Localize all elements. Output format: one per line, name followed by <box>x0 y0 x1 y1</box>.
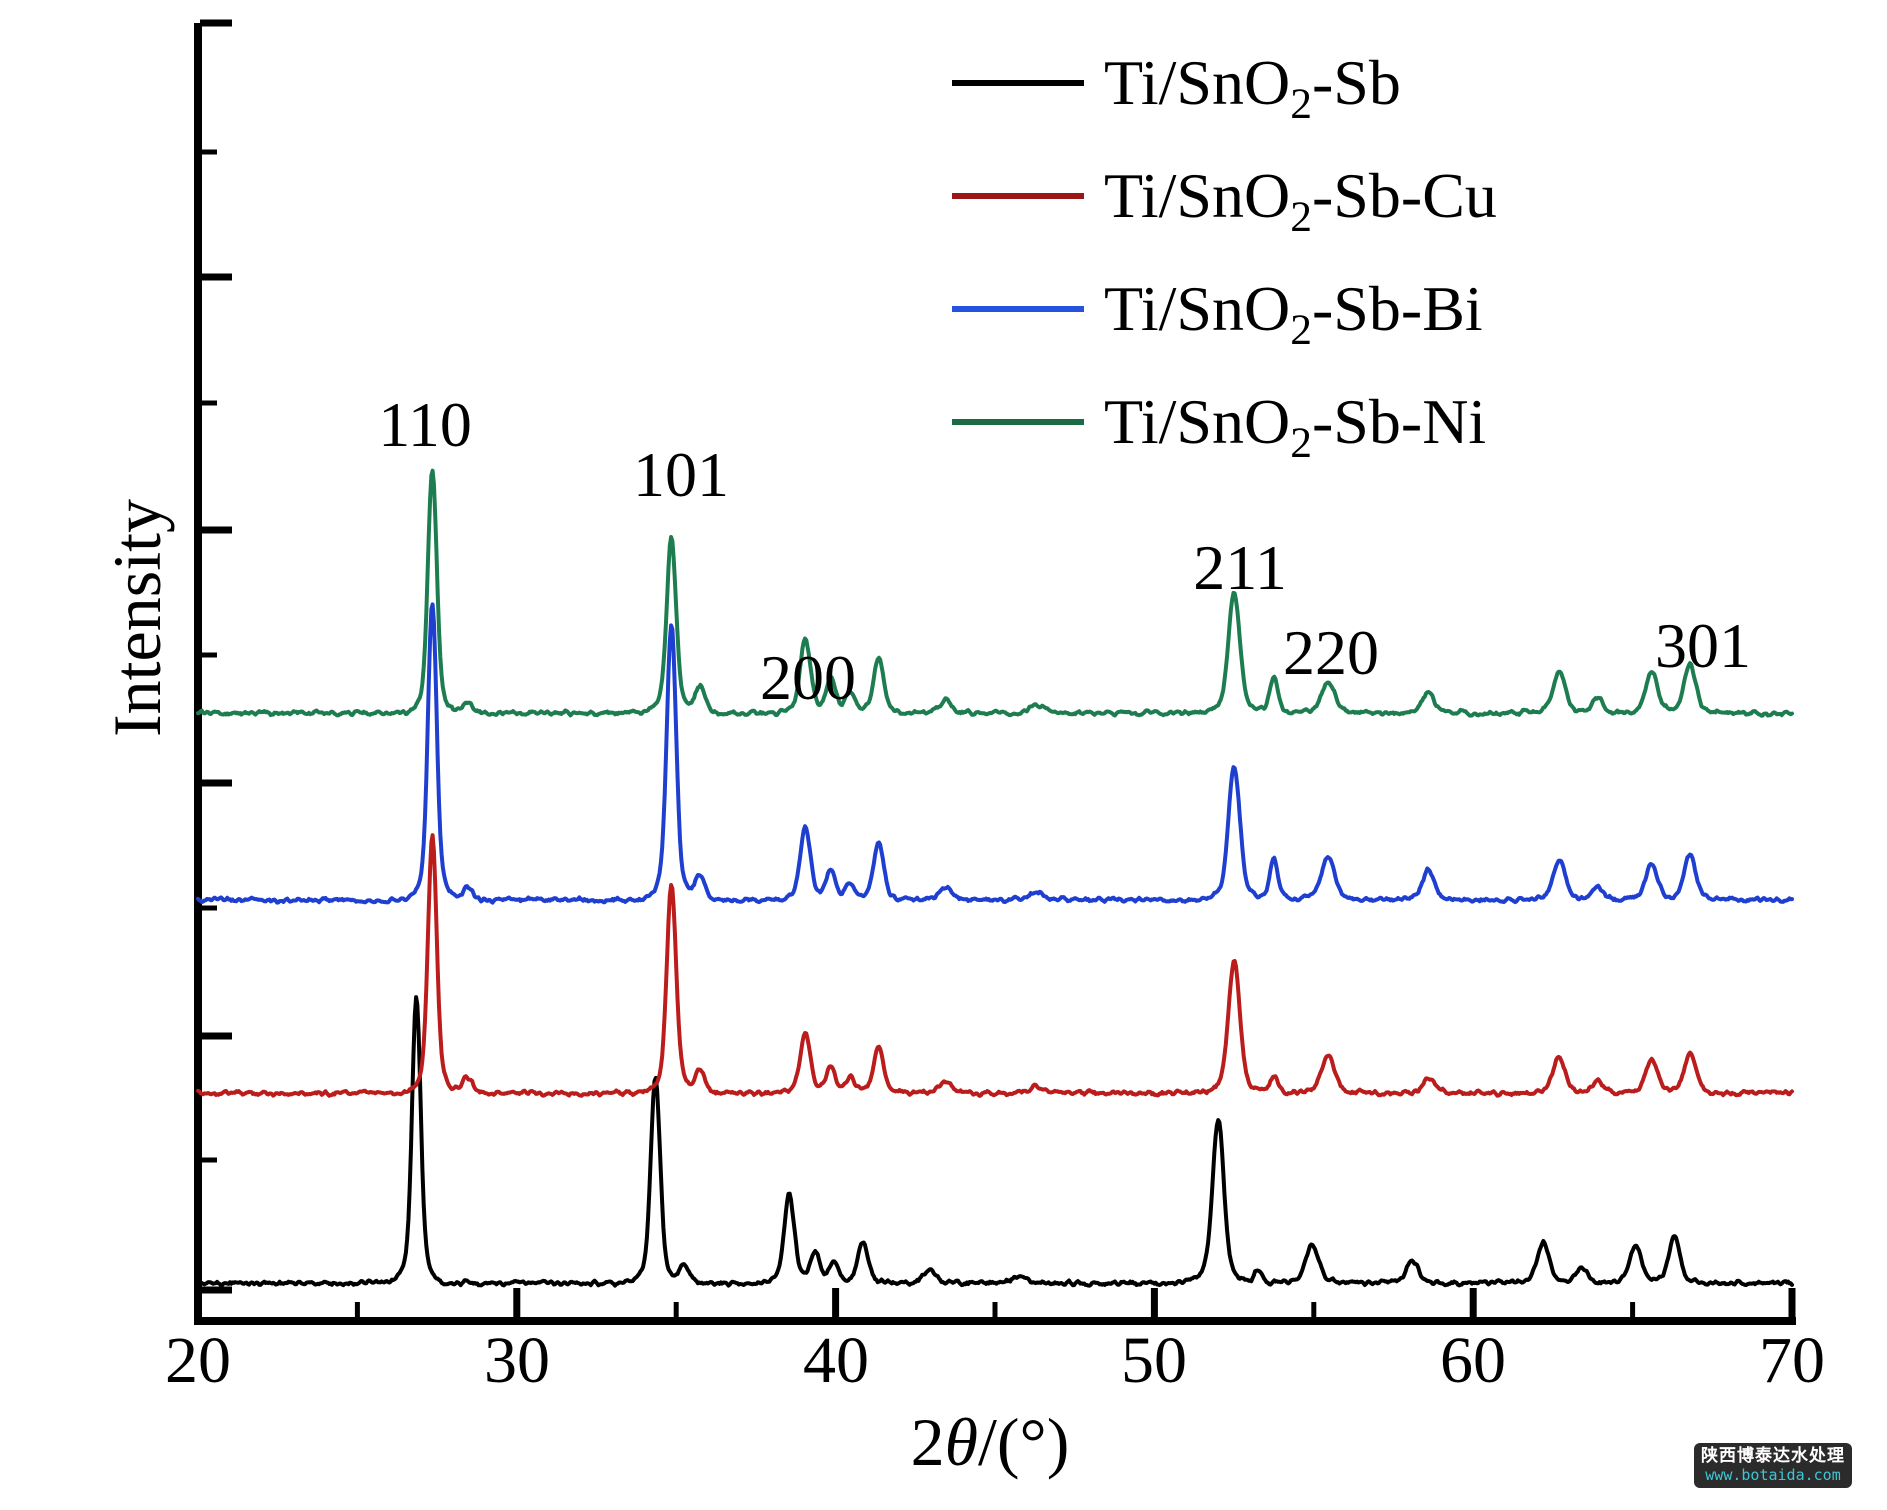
axes <box>194 19 1796 1325</box>
legend-label: Ti/SnO2-Sb <box>1104 46 1401 128</box>
x-tick-label-40: 40 <box>803 1324 869 1397</box>
x-tick-label-20: 20 <box>165 1324 231 1397</box>
trace-ti-sno2-sb-bi <box>196 602 1794 905</box>
legend-item-sb-bi: Ti/SnO2-Sb-Bi <box>952 252 1497 365</box>
peak-labels: 110 101 200 211 220 301 <box>378 389 1751 713</box>
peak-label-101: 101 <box>633 439 729 510</box>
x-tick-label-50: 50 <box>1121 1324 1187 1397</box>
legend-line-red <box>952 192 1084 199</box>
legend-item-sb-ni: Ti/SnO2-Sb-Ni <box>952 365 1497 478</box>
legend-line-black <box>952 79 1084 86</box>
peak-label-220: 220 <box>1283 617 1379 688</box>
legend-label: Ti/SnO2-Sb-Cu <box>1104 159 1497 241</box>
watermark-url-link[interactable]: www.botaida.com <box>1705 1465 1841 1484</box>
y-axis-label: Intensity <box>99 499 175 737</box>
x-tick-label-30: 30 <box>484 1324 550 1397</box>
traces <box>196 468 1794 1288</box>
watermark-company-name: 陕西博泰达水处理 <box>1701 1446 1845 1467</box>
peak-label-211: 211 <box>1193 532 1287 603</box>
legend-item-sb: Ti/SnO2-Sb <box>952 26 1497 139</box>
x-tick-label-60: 60 <box>1440 1324 1506 1397</box>
peak-label-301: 301 <box>1655 610 1751 681</box>
x-tick-label-70: 70 <box>1759 1324 1825 1397</box>
legend: Ti/SnO2-Sb Ti/SnO2-Sb-Cu Ti/SnO2-Sb-Bi T… <box>952 26 1497 478</box>
legend-line-blue <box>952 305 1084 312</box>
trace-ti-sno2-sb-ni <box>196 468 1794 718</box>
trace-ti-sno2-sb <box>196 995 1794 1288</box>
legend-label: Ti/SnO2-Sb-Ni <box>1104 385 1487 467</box>
peak-label-110: 110 <box>378 389 472 460</box>
legend-label: Ti/SnO2-Sb-Bi <box>1104 272 1483 354</box>
watermark-badge: 陕西博泰达水处理 www.botaida.com <box>1694 1443 1852 1488</box>
legend-line-green <box>952 418 1084 425</box>
x-axis-label: 2θ/(°) <box>911 1404 1070 1480</box>
legend-item-sb-cu: Ti/SnO2-Sb-Cu <box>952 139 1497 252</box>
peak-label-200: 200 <box>760 642 856 713</box>
trace-ti-sno2-sb-cu <box>196 833 1794 1098</box>
